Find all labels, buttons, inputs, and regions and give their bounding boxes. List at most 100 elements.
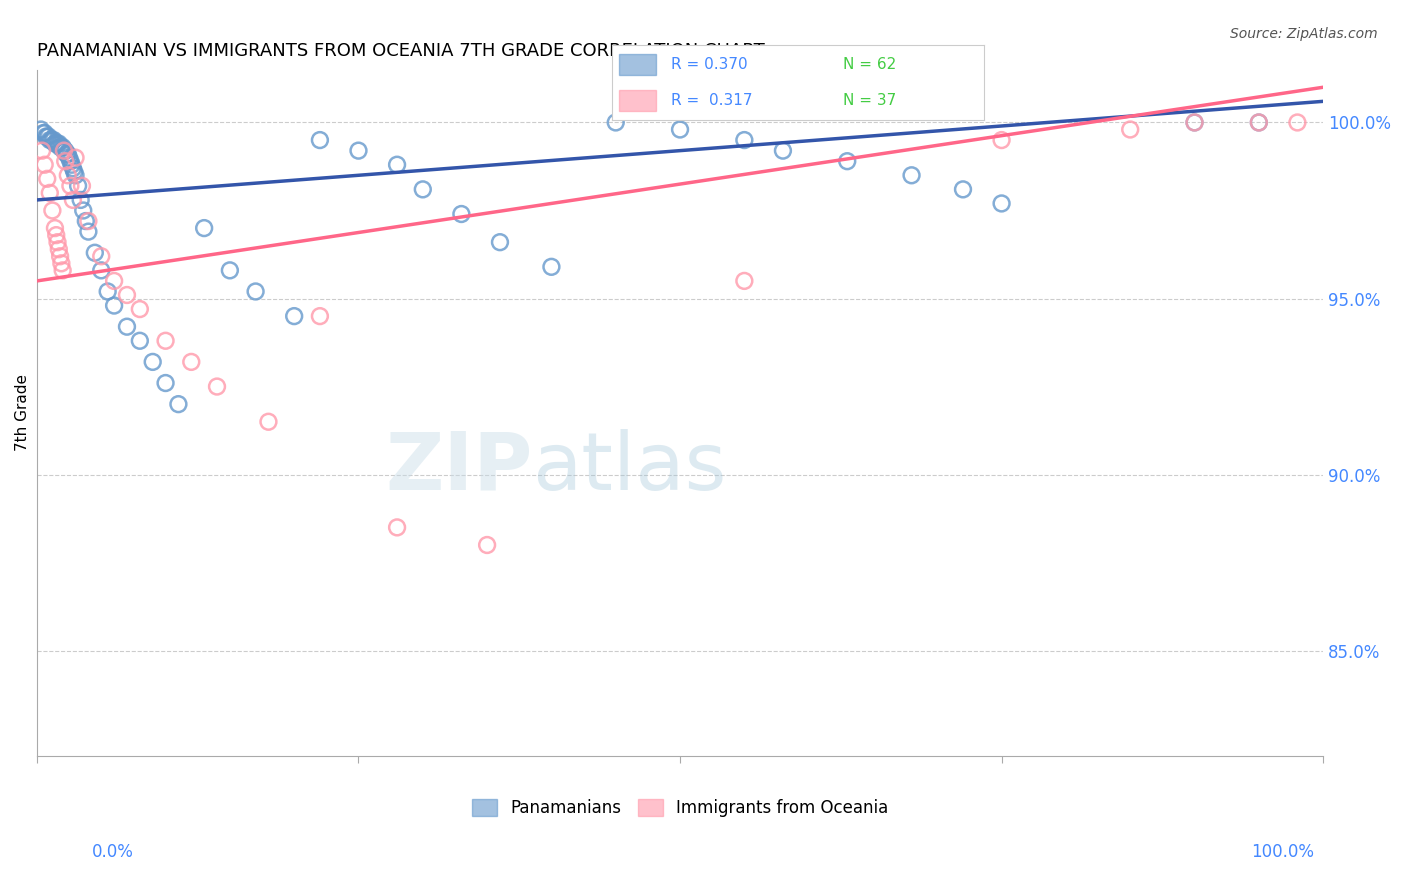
Point [44, 221, 66, 235]
Text: N = 37: N = 37 [842, 93, 896, 108]
Text: 100.0%: 100.0% [1251, 843, 1315, 861]
Point [52, 144, 75, 158]
Point [772, 144, 794, 158]
Text: N = 62: N = 62 [842, 57, 896, 72]
Point [733, 133, 755, 147]
Point [218, 263, 240, 277]
Text: R =  0.317: R = 0.317 [671, 93, 752, 108]
Point [90, 263, 112, 277]
Point [38, 133, 60, 147]
Point [115, 319, 138, 334]
Point [475, 538, 498, 552]
Text: ZIP: ZIP [385, 429, 531, 507]
Point [75, 214, 97, 228]
Point [55, 147, 77, 161]
Point [41, 133, 63, 147]
Text: 0.0%: 0.0% [91, 843, 134, 861]
Text: R = 0.370: R = 0.370 [671, 57, 748, 72]
Point [62, 161, 84, 176]
Point [51, 140, 73, 154]
Point [347, 144, 370, 158]
Point [52, 263, 75, 277]
Point [45, 136, 67, 151]
Point [34, 126, 56, 140]
Point [450, 207, 472, 221]
Point [115, 288, 138, 302]
Point [52, 144, 75, 158]
Point [205, 379, 228, 393]
Point [733, 274, 755, 288]
Point [58, 151, 80, 165]
Point [67, 178, 90, 193]
Point [309, 133, 332, 147]
Point [52, 140, 75, 154]
Point [30, 122, 52, 136]
Point [90, 249, 112, 263]
Point [35, 129, 58, 144]
Point [990, 133, 1012, 147]
Point [46, 235, 69, 250]
Point [53, 154, 76, 169]
Point [385, 520, 408, 534]
Text: Source: ZipAtlas.com: Source: ZipAtlas.com [1230, 27, 1378, 41]
Point [77, 225, 100, 239]
Point [1184, 115, 1206, 129]
Point [128, 334, 150, 348]
Point [63, 165, 86, 179]
Point [72, 203, 94, 218]
Point [309, 309, 332, 323]
Point [65, 151, 87, 165]
Point [155, 334, 177, 348]
Point [489, 235, 512, 250]
Point [1247, 115, 1270, 129]
Point [46, 136, 69, 151]
Point [900, 169, 922, 183]
Point [59, 154, 82, 169]
Point [60, 158, 83, 172]
Point [56, 147, 79, 161]
Point [1247, 115, 1270, 129]
Point [283, 309, 305, 323]
Point [31, 144, 53, 158]
Point [69, 193, 91, 207]
Point [155, 376, 177, 390]
Text: PANAMANIAN VS IMMIGRANTS FROM OCEANIA 7TH GRADE CORRELATION CHART: PANAMANIAN VS IMMIGRANTS FROM OCEANIA 7T… [37, 42, 765, 60]
Point [952, 182, 974, 196]
Point [48, 136, 70, 151]
Point [385, 158, 408, 172]
Point [1184, 115, 1206, 129]
Point [97, 285, 120, 299]
Point [51, 256, 73, 270]
Point [49, 249, 72, 263]
Point [103, 299, 125, 313]
Point [142, 355, 165, 369]
Legend: Panamanians, Immigrants from Oceania: Panamanians, Immigrants from Oceania [465, 792, 896, 823]
Text: atlas: atlas [531, 429, 727, 507]
Point [1286, 115, 1309, 129]
Point [37, 171, 59, 186]
Point [70, 178, 93, 193]
Point [669, 122, 692, 136]
Point [56, 169, 79, 183]
Point [837, 154, 859, 169]
Bar [619, 54, 657, 75]
Point [193, 221, 215, 235]
Point [34, 158, 56, 172]
Point [42, 133, 65, 147]
Point [45, 228, 67, 243]
Point [1119, 122, 1142, 136]
Point [65, 169, 87, 183]
Point [180, 355, 202, 369]
Bar [619, 90, 657, 112]
Point [37, 129, 59, 144]
Point [49, 140, 72, 154]
Point [59, 178, 82, 193]
Point [41, 203, 63, 218]
Y-axis label: 7th Grade: 7th Grade [15, 375, 30, 451]
Point [39, 133, 62, 147]
Point [32, 126, 55, 140]
Point [103, 274, 125, 288]
Point [62, 193, 84, 207]
Point [38, 186, 60, 200]
Point [48, 242, 70, 256]
